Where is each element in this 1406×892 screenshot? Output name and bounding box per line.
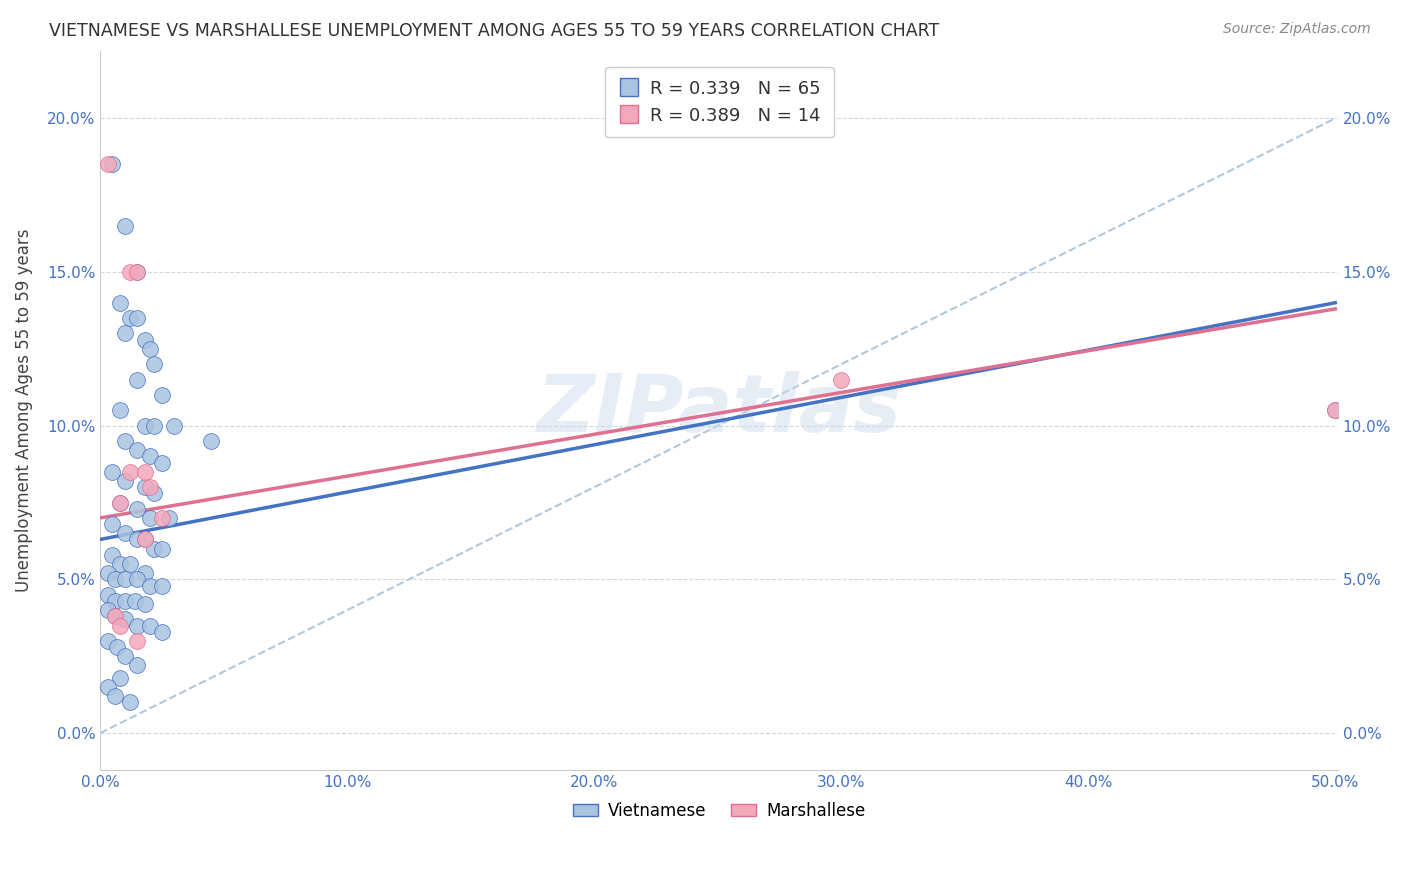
Point [150,578,173,592]
Point [101,548,124,562]
Point [104,609,127,624]
Point [114,612,136,626]
Point [118,311,141,326]
Point [127,373,149,387]
Text: ZIPatlas: ZIPatlas [537,371,901,450]
Point [127,265,149,279]
Point [143,541,166,556]
Point [134,480,156,494]
Text: VIETNAMESE VS MARSHALLESE UNEMPLOYMENT AMONG AGES 55 TO 59 YEARS CORRELATION CHA: VIETNAMESE VS MARSHALLESE UNEMPLOYMENT A… [49,22,939,40]
Legend: Vietnamese, Marshallese: Vietnamese, Marshallese [565,795,872,826]
Point [150,456,173,470]
Point [114,573,136,587]
Point [143,357,166,371]
Point [114,326,136,341]
Y-axis label: Unemployment Among Ages 55 to 59 years: Unemployment Among Ages 55 to 59 years [15,228,32,592]
Point [108,495,131,509]
Point [96,588,118,602]
Point [114,474,136,488]
Point [830,373,852,387]
Point [118,465,141,479]
Point [104,609,127,624]
Point [127,311,149,326]
Point [134,418,156,433]
Point [150,388,173,402]
Point [150,541,173,556]
Point [96,157,118,171]
Point [107,640,129,654]
Point [96,680,118,694]
Point [114,219,136,233]
Point [163,418,186,433]
Point [143,486,166,500]
Point [108,295,131,310]
Point [104,573,127,587]
Point [134,533,156,547]
Point [138,480,160,494]
Point [134,533,156,547]
Point [127,533,149,547]
Point [138,450,160,464]
Point [134,597,156,611]
Point [108,618,131,632]
Point [138,578,160,592]
Point [101,157,124,171]
Point [134,465,156,479]
Point [150,511,173,525]
Point [114,434,136,448]
Point [157,511,180,525]
Point [127,573,149,587]
Point [127,501,149,516]
Point [108,671,131,685]
Point [101,517,124,532]
Point [200,434,222,448]
Point [143,418,166,433]
Text: Source: ZipAtlas.com: Source: ZipAtlas.com [1223,22,1371,37]
Point [1324,403,1347,417]
Point [138,511,160,525]
Point [104,690,127,704]
Point [108,403,131,417]
Point [96,566,118,581]
Point [1324,403,1347,417]
Point [118,695,141,709]
Point [114,649,136,664]
Point [104,594,127,608]
Point [127,443,149,458]
Point [127,658,149,673]
Point [127,618,149,632]
Point [124,594,146,608]
Point [118,557,141,571]
Point [138,342,160,356]
Point [127,633,149,648]
Point [114,526,136,541]
Point [114,594,136,608]
Point [96,603,118,617]
Point [96,633,118,648]
Point [108,495,131,509]
Point [108,557,131,571]
Point [138,618,160,632]
Point [134,566,156,581]
Point [150,624,173,639]
Point [118,265,141,279]
Point [101,465,124,479]
Point [134,333,156,347]
Point [127,265,149,279]
